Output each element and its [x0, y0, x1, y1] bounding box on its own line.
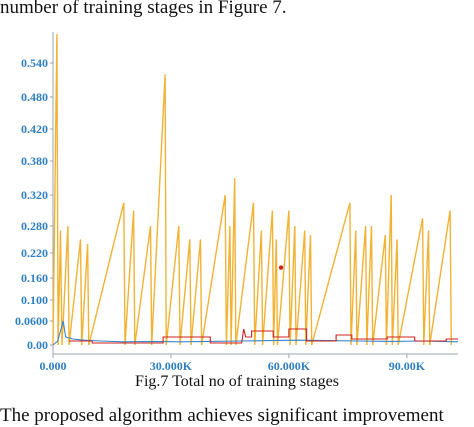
y-tick-label: 0.220 — [21, 246, 48, 260]
spike-series-line — [52, 33, 452, 346]
y-tick-label: 0.0600 — [15, 314, 48, 328]
y-tick-label: 0.420 — [21, 122, 48, 136]
red-series-line — [68, 328, 458, 344]
series-layer — [52, 33, 459, 346]
x-tick-label: 60.000K — [268, 359, 311, 370]
marker-point — [278, 265, 284, 270]
y-tick-label: 0.380 — [21, 154, 48, 168]
y-tick-label: 0.320 — [21, 188, 48, 202]
training-stages-chart: 0.00 0.0600 0.100 0.160 0.220 0.280 0.320 0.380… — [15, 32, 459, 370]
y-tick-label: 0.480 — [21, 90, 48, 104]
y-axis: 0.00 0.0600 0.100 0.160 0.220 0.280 0.320 0.380… — [15, 32, 54, 354]
blue-series-line — [52, 320, 459, 346]
y-tick-label: 0.540 — [21, 56, 48, 70]
y-tick-label: 0.100 — [21, 293, 48, 307]
top-body-text: number of training stages in Figure 7. — [0, 0, 287, 18]
y-tick-label: 0.160 — [21, 271, 48, 285]
y-tick-label: 0.280 — [21, 219, 48, 233]
x-axis: 0.000 30.000K 60.000K 90.00K — [40, 353, 458, 370]
x-tick-label: 90.00K — [389, 359, 426, 370]
figure-caption: Fig.7 Total no of training stages — [135, 373, 339, 390]
plot-background — [53, 32, 458, 354]
x-tick-label: 30.000K — [150, 359, 193, 370]
x-tick-label: 0.000 — [40, 359, 67, 370]
y-tick-label: 0.00 — [27, 338, 48, 352]
bottom-body-text: The proposed algorithm achieves signific… — [0, 405, 444, 426]
